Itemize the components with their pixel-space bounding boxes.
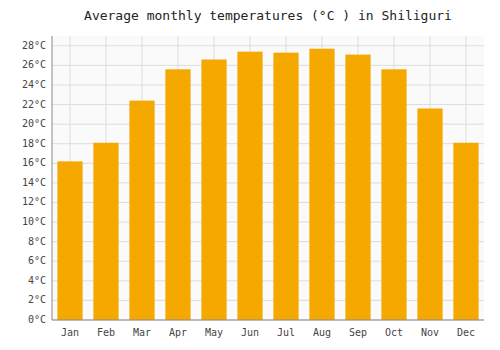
bar bbox=[273, 53, 298, 320]
y-grid-line bbox=[52, 65, 484, 66]
chart-title: Average monthly temperatures (°C ) in Sh… bbox=[84, 8, 452, 23]
x-tick-label: Oct bbox=[385, 327, 403, 338]
x-tick-label: Jul bbox=[277, 327, 295, 338]
bar bbox=[237, 52, 262, 320]
x-tick-label: Mar bbox=[133, 327, 151, 338]
bar bbox=[57, 161, 82, 320]
y-tick-label: 0°C bbox=[28, 314, 46, 325]
y-tick-label: 22°C bbox=[22, 99, 46, 110]
bar bbox=[453, 143, 478, 320]
bar bbox=[381, 69, 406, 320]
y-tick-label: 8°C bbox=[28, 236, 46, 247]
bar bbox=[201, 60, 226, 320]
x-tick-label: Feb bbox=[97, 327, 115, 338]
bar bbox=[165, 69, 190, 320]
x-tick-label: Jun bbox=[241, 327, 259, 338]
x-tick-label: Aug bbox=[313, 327, 331, 338]
y-axis-line bbox=[52, 36, 53, 320]
bar bbox=[129, 101, 154, 320]
bar bbox=[93, 143, 118, 320]
y-tick-label: 2°C bbox=[28, 294, 46, 305]
x-tick-label: Dec bbox=[457, 327, 475, 338]
y-tick-label: 16°C bbox=[22, 157, 46, 168]
y-grid-line bbox=[52, 320, 484, 321]
bar bbox=[309, 49, 334, 320]
y-tick-label: 24°C bbox=[22, 79, 46, 90]
x-tick-label: Sep bbox=[349, 327, 367, 338]
y-tick-label: 10°C bbox=[22, 216, 46, 227]
y-grid-line bbox=[52, 84, 484, 85]
y-tick-label: 12°C bbox=[22, 196, 46, 207]
y-grid-line bbox=[52, 45, 484, 46]
bar bbox=[345, 55, 370, 320]
x-tick-label: Apr bbox=[169, 327, 187, 338]
y-tick-label: 20°C bbox=[22, 118, 46, 129]
bar bbox=[417, 108, 442, 320]
y-tick-label: 14°C bbox=[22, 177, 46, 188]
y-tick-label: 18°C bbox=[22, 138, 46, 149]
y-grid-line bbox=[52, 104, 484, 105]
plot-background bbox=[52, 36, 484, 320]
chart-container: 0°C 2°C 4°C 6°C 8°C 10°C 12°C 14°C 16°C 18°C 20°C 2… bbox=[0, 0, 500, 350]
x-tick-label: Nov bbox=[421, 327, 439, 338]
bars bbox=[57, 49, 478, 320]
y-tick-label: 26°C bbox=[22, 59, 46, 70]
x-axis-line bbox=[52, 320, 484, 321]
y-tick-label: 4°C bbox=[28, 275, 46, 286]
x-tick-label: May bbox=[205, 327, 223, 338]
y-tick-label: 6°C bbox=[28, 255, 46, 266]
chart-svg: 0°C 2°C 4°C 6°C 8°C 10°C 12°C 14°C 16°C 18°C 20°C 2… bbox=[0, 0, 500, 350]
y-tick-label: 28°C bbox=[22, 40, 46, 51]
x-tick-label: Jan bbox=[61, 327, 79, 338]
